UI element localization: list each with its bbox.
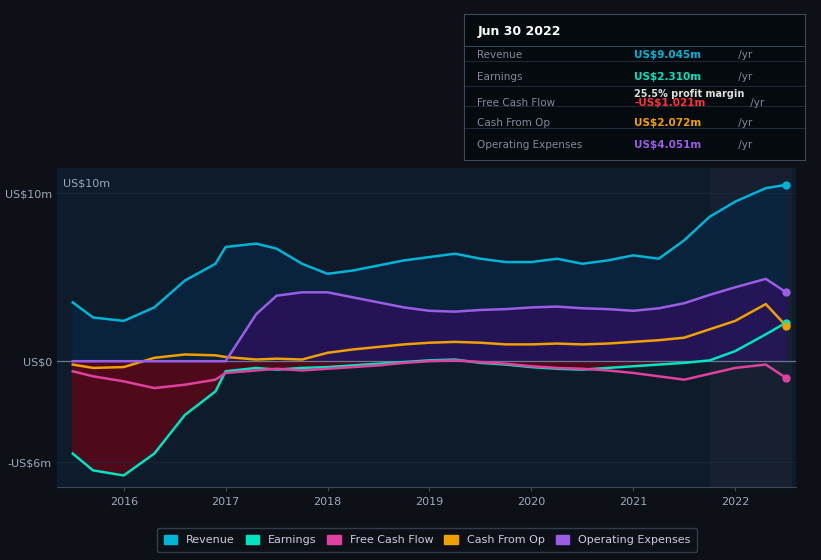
Legend: Revenue, Earnings, Free Cash Flow, Cash From Op, Operating Expenses: Revenue, Earnings, Free Cash Flow, Cash … — [157, 528, 697, 552]
Text: Operating Expenses: Operating Expenses — [478, 140, 583, 150]
Text: -US$1.021m: -US$1.021m — [635, 98, 705, 108]
Text: US$2.072m: US$2.072m — [635, 118, 701, 128]
Text: Revenue: Revenue — [478, 50, 523, 60]
Text: /yr: /yr — [746, 98, 764, 108]
Text: /yr: /yr — [736, 50, 753, 60]
Text: /yr: /yr — [736, 118, 753, 128]
Text: Cash From Op: Cash From Op — [478, 118, 551, 128]
Text: US$4.051m: US$4.051m — [635, 140, 701, 150]
Text: Jun 30 2022: Jun 30 2022 — [478, 25, 561, 38]
Text: US$2.310m: US$2.310m — [635, 72, 701, 82]
Text: Free Cash Flow: Free Cash Flow — [478, 98, 556, 108]
Text: /yr: /yr — [736, 72, 753, 82]
Text: US$9.045m: US$9.045m — [635, 50, 701, 60]
Text: /yr: /yr — [736, 140, 753, 150]
Text: US$10m: US$10m — [62, 178, 110, 188]
Text: 25.5% profit margin: 25.5% profit margin — [635, 89, 745, 99]
Bar — [709, 168, 791, 487]
Text: Earnings: Earnings — [478, 72, 523, 82]
